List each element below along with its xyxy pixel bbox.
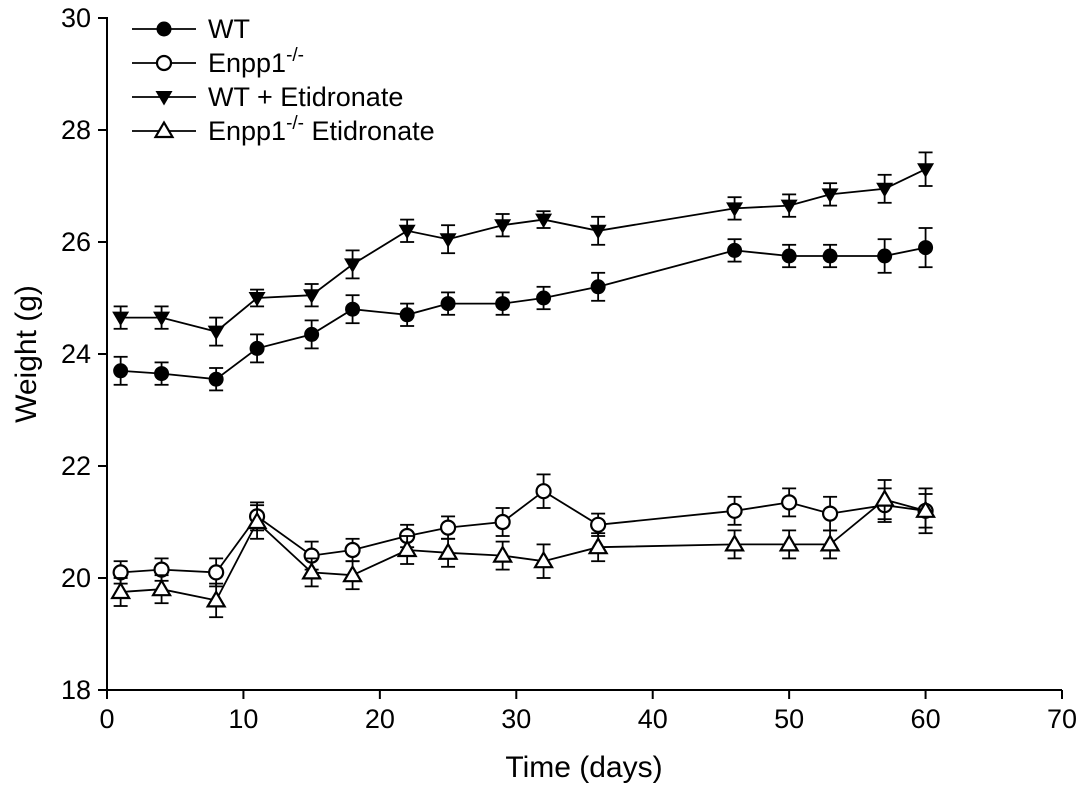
series-line	[120, 490, 926, 574]
open-circle-marker	[590, 516, 607, 533]
filled-triangle-down-marker	[780, 199, 798, 215]
filled-triangle-down-marker	[876, 182, 894, 198]
open-circle-marker	[726, 502, 743, 519]
open-triangle-up-marker	[492, 544, 514, 563]
filled-circle-marker	[249, 340, 265, 356]
legend-label: Enpp1-/- Etidronate	[208, 113, 435, 146]
filled-triangle-down-marker	[917, 163, 935, 178]
series-line	[120, 246, 926, 381]
x-tick-label: 30	[501, 704, 531, 734]
open-triangle-up-marker	[587, 536, 609, 555]
filled-circle-marker	[822, 248, 838, 264]
legend-row: Enpp1-/-	[132, 45, 304, 78]
filled-circle-marker	[113, 363, 129, 379]
series-enpp1	[112, 473, 934, 588]
legend-row: WT + Etidronate	[132, 82, 403, 112]
filled-triangle-down-marker	[153, 311, 171, 327]
open-triangle-up-marker	[342, 564, 363, 583]
x-tick-label: 0	[99, 704, 114, 734]
filled-triangle-down-marker	[494, 219, 512, 234]
open-triangle-up-marker	[301, 561, 323, 580]
legend-label: Enpp1-/-	[208, 45, 304, 78]
x-tick-label: 40	[638, 704, 668, 734]
filled-triangle-down-marker	[207, 325, 225, 341]
filled-triangle-down-marker	[439, 233, 457, 248]
filled-circle-marker	[345, 301, 361, 317]
filled-circle-marker	[918, 240, 934, 256]
y-tick-label: 24	[61, 339, 91, 369]
legend-label: WT + Etidronate	[208, 82, 403, 112]
filled-circle-marker	[399, 307, 415, 323]
filled-circle-marker	[154, 366, 170, 382]
open-triangle-up-marker	[915, 500, 936, 518]
open-triangle-up-marker	[819, 533, 841, 552]
filled-circle-marker	[156, 21, 172, 37]
filled-circle-marker	[877, 248, 893, 264]
series-line	[120, 168, 926, 333]
tick-labels: 18 20 22 24 26 28 30 0 10 20 30 40 50 60 70	[61, 3, 1077, 734]
filled-circle-marker	[304, 326, 320, 342]
open-triangle-up-marker	[437, 542, 459, 560]
y-tick-label: 22	[61, 451, 91, 481]
y-tick-label: 30	[61, 3, 91, 33]
open-circle-marker	[821, 505, 839, 522]
filled-triangle-down-marker	[155, 91, 173, 106]
filled-triangle-down-marker	[303, 289, 321, 304]
open-triangle-up-marker	[533, 550, 554, 569]
open-triangle-up-marker	[205, 589, 227, 608]
x-tick-label: 70	[1047, 704, 1077, 734]
filled-triangle-down-marker	[398, 224, 416, 240]
filled-circle-marker	[440, 296, 456, 312]
filled-triangle-down-marker	[589, 224, 607, 240]
x-tick-label: 10	[228, 704, 258, 734]
open-triangle-up-marker	[724, 533, 745, 552]
y-tick-label: 18	[61, 675, 91, 705]
filled-triangle-down-marker	[535, 213, 553, 229]
filled-triangle-down-marker	[248, 292, 266, 307]
y-tick-label: 28	[61, 115, 91, 145]
y-axis-label: Weight (g)	[10, 285, 43, 423]
open-circle-marker	[494, 513, 511, 531]
open-triangle-up-marker	[110, 581, 132, 600]
open-triangle-up-marker	[246, 511, 268, 530]
series-line	[120, 498, 926, 602]
filled-triangle-down-marker	[821, 188, 839, 203]
open-triangle-up-marker	[874, 488, 896, 507]
filled-circle-marker	[727, 242, 743, 258]
x-tick-label: 50	[774, 704, 804, 734]
open-triangle-up-marker	[151, 578, 172, 597]
open-circle-marker	[781, 494, 798, 511]
open-triangle-up-marker	[153, 120, 175, 139]
open-circle-marker	[208, 564, 225, 581]
filled-circle-marker	[208, 371, 224, 387]
open-circle-marker	[439, 519, 457, 536]
y-tick-label: 26	[61, 227, 91, 257]
open-circle-marker	[344, 541, 361, 559]
legend-label: WT	[208, 14, 250, 44]
series-enpp1-etidronate	[110, 479, 936, 619]
series-wt-etidronate	[112, 151, 935, 347]
open-triangle-up-marker	[396, 539, 418, 558]
open-circle-marker	[155, 54, 173, 72]
filled-circle-marker	[590, 279, 606, 295]
x-axis-label: Time (days)	[505, 751, 662, 784]
legend-row: WT	[132, 14, 250, 44]
filled-circle-marker	[781, 248, 797, 264]
filled-triangle-down-marker	[112, 311, 130, 327]
series-wt	[113, 227, 934, 392]
y-tick-label: 20	[61, 563, 91, 593]
open-circle-marker	[535, 483, 552, 500]
filled-circle-marker	[536, 290, 552, 306]
filled-circle-marker	[495, 296, 511, 312]
x-tick-label: 20	[365, 704, 395, 734]
open-triangle-up-marker	[778, 533, 800, 552]
filled-triangle-down-marker	[726, 202, 744, 217]
filled-triangle-down-marker	[344, 258, 362, 273]
axes	[98, 17, 1063, 699]
x-tick-label: 60	[911, 704, 941, 734]
legend-row: Enpp1-/- Etidronate	[132, 113, 435, 146]
